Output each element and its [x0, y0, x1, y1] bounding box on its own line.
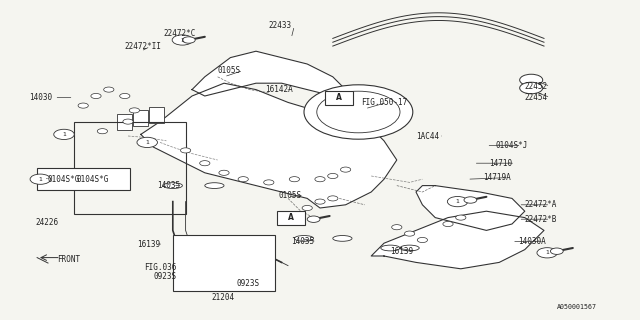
- Circle shape: [315, 177, 325, 182]
- Bar: [173, 235, 275, 291]
- Text: 16139: 16139: [138, 240, 161, 249]
- Circle shape: [219, 170, 229, 175]
- Text: 14035: 14035: [291, 237, 314, 246]
- Text: 22454: 22454: [525, 93, 548, 102]
- Ellipse shape: [381, 245, 400, 251]
- Circle shape: [340, 167, 351, 172]
- Ellipse shape: [333, 236, 352, 241]
- Text: 14035: 14035: [157, 181, 180, 190]
- Circle shape: [137, 137, 157, 148]
- Circle shape: [447, 196, 468, 207]
- Text: 1: 1: [38, 177, 42, 182]
- Text: 22472*C: 22472*C: [163, 29, 196, 38]
- Circle shape: [182, 37, 195, 43]
- Circle shape: [328, 196, 338, 201]
- Text: 0923S: 0923S: [154, 272, 177, 281]
- Text: A050001567: A050001567: [557, 304, 596, 310]
- Text: 22433: 22433: [269, 21, 292, 30]
- Text: 16139: 16139: [390, 247, 413, 256]
- Text: 1: 1: [180, 37, 184, 43]
- Text: 1AC44: 1AC44: [416, 132, 439, 140]
- Ellipse shape: [294, 236, 314, 241]
- Circle shape: [443, 221, 453, 227]
- Text: 14030A: 14030A: [518, 237, 546, 246]
- Text: 21204: 21204: [211, 293, 234, 302]
- Circle shape: [54, 129, 74, 140]
- Text: A: A: [288, 213, 294, 222]
- Circle shape: [264, 180, 274, 185]
- Polygon shape: [416, 186, 525, 230]
- Circle shape: [172, 35, 193, 45]
- Text: 24226: 24226: [35, 218, 58, 227]
- Circle shape: [315, 199, 325, 204]
- Circle shape: [180, 148, 191, 153]
- Text: FIG.036: FIG.036: [144, 263, 177, 272]
- Text: 0105S: 0105S: [278, 191, 301, 200]
- Circle shape: [30, 174, 51, 184]
- Text: FIG.050-17: FIG.050-17: [362, 98, 408, 107]
- Text: 22472*A: 22472*A: [525, 200, 557, 209]
- Circle shape: [550, 248, 563, 254]
- Text: 16142A: 16142A: [266, 85, 293, 94]
- Ellipse shape: [205, 183, 224, 188]
- Text: FRONT: FRONT: [58, 255, 81, 264]
- Ellipse shape: [163, 183, 182, 188]
- Circle shape: [238, 177, 248, 182]
- Text: 22472*B: 22472*B: [525, 215, 557, 224]
- Ellipse shape: [400, 245, 419, 251]
- Text: 1: 1: [545, 250, 549, 255]
- Circle shape: [304, 85, 413, 139]
- FancyBboxPatch shape: [325, 91, 353, 105]
- Text: 0104S*G: 0104S*G: [77, 175, 109, 184]
- Circle shape: [120, 93, 130, 99]
- Bar: [133, 110, 148, 126]
- Bar: [117, 114, 132, 130]
- Text: 1: 1: [456, 199, 460, 204]
- Circle shape: [307, 216, 320, 222]
- Circle shape: [91, 93, 101, 99]
- Circle shape: [289, 177, 300, 182]
- Circle shape: [456, 215, 466, 220]
- Polygon shape: [141, 83, 397, 208]
- Circle shape: [97, 129, 108, 134]
- Circle shape: [464, 197, 477, 203]
- Text: 22452: 22452: [525, 82, 548, 91]
- Polygon shape: [192, 51, 346, 96]
- Text: 14030: 14030: [29, 93, 52, 102]
- Text: 0104S*G: 0104S*G: [48, 175, 81, 184]
- Circle shape: [104, 87, 114, 92]
- Text: 0105S: 0105S: [218, 66, 241, 75]
- Text: 1: 1: [62, 132, 66, 137]
- Circle shape: [129, 108, 140, 113]
- Text: A: A: [336, 93, 342, 102]
- Text: 0.058: 0.058: [46, 178, 50, 179]
- Text: 0104S*J: 0104S*J: [496, 141, 529, 150]
- Text: 1: 1: [145, 140, 149, 145]
- Bar: [74, 122, 186, 214]
- Circle shape: [200, 161, 210, 166]
- Text: 0923S: 0923S: [237, 279, 260, 288]
- Bar: [149, 107, 164, 123]
- Text: 14719A: 14719A: [483, 173, 511, 182]
- Circle shape: [404, 231, 415, 236]
- Circle shape: [537, 248, 557, 258]
- Text: 14710: 14710: [490, 159, 513, 168]
- Circle shape: [123, 119, 133, 124]
- Polygon shape: [371, 211, 544, 269]
- Circle shape: [392, 225, 402, 230]
- Circle shape: [328, 173, 338, 179]
- Text: 22472*II: 22472*II: [125, 42, 162, 51]
- Bar: [37, 168, 130, 190]
- FancyBboxPatch shape: [277, 211, 305, 225]
- Circle shape: [520, 74, 543, 86]
- Circle shape: [78, 103, 88, 108]
- Circle shape: [520, 82, 543, 94]
- Circle shape: [417, 237, 428, 243]
- Circle shape: [302, 205, 312, 211]
